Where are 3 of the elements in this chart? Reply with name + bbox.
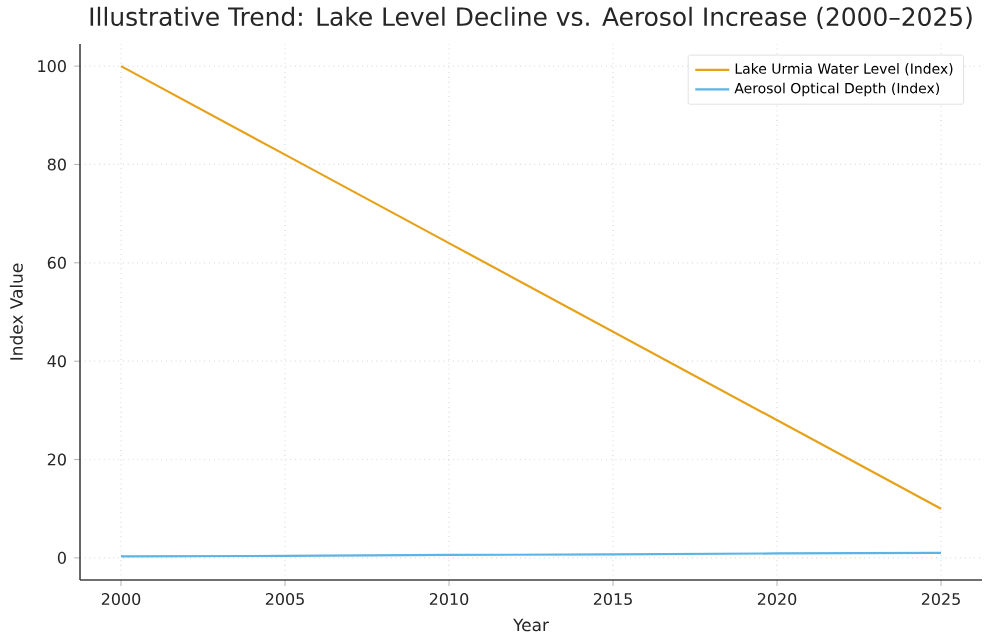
chart-title: Illustrative Trend: Lake Level Decline vs. Aerosol Increase (2000–2025) [90,6,972,29]
y-axis-title: Index Value [9,263,23,360]
x-axis-title: Year [513,618,549,632]
